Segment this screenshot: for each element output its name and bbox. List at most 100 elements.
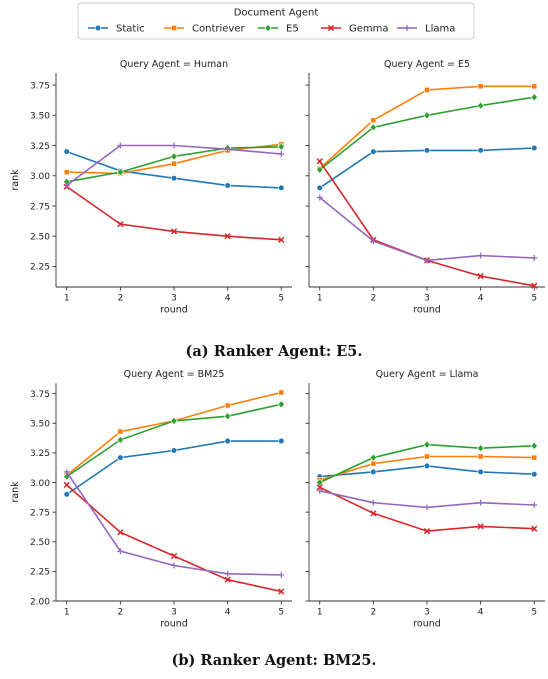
- chart-panel-llama: Query Agent = Llama 1 2 3 4 5 round: [305, 369, 545, 630]
- series-gemma: [63, 183, 285, 243]
- legend-marker-contriever: [171, 25, 177, 31]
- x-tick-label: 2: [117, 294, 123, 304]
- chart-panel-e5: Query Agent = E5 1 2 3 4 5 round: [305, 59, 545, 316]
- x-tick-label: 5: [531, 294, 537, 304]
- data-point-static: [63, 491, 70, 498]
- data-point-static: [531, 471, 538, 478]
- legend-marker-static: [94, 24, 102, 32]
- data-point-e5: [277, 142, 285, 151]
- data-point-contriever: [171, 160, 177, 167]
- y-axis-label: rank: [10, 481, 21, 503]
- series-e5: [316, 440, 538, 487]
- panel-title: Query Agent = E5: [384, 59, 470, 70]
- data-point-e5: [316, 165, 324, 174]
- series-contriever: [63, 389, 285, 479]
- x-tick-label: 3: [171, 294, 177, 304]
- data-point-llama: [316, 487, 323, 494]
- data-point-contriever: [531, 454, 538, 461]
- series-line-e5: [319, 96, 535, 171]
- data-point-e5: [423, 111, 431, 120]
- x-tick-label: 5: [278, 294, 284, 304]
- chart-panel-human: Query Agent = Human 1 2 3 4 5 round 2.25 2.50 2.7…: [10, 59, 292, 316]
- y-tick-label: 2.50: [30, 233, 50, 243]
- x-tick-label: 1: [64, 294, 70, 304]
- data-point-llama: [531, 254, 538, 261]
- data-point-llama: [477, 499, 484, 506]
- x-axis-label: round: [413, 305, 441, 316]
- data-point-contriever: [477, 453, 484, 460]
- data-point-e5: [369, 453, 377, 462]
- series-static: [316, 144, 538, 191]
- data-point-static: [370, 468, 377, 475]
- data-point-static: [278, 437, 285, 445]
- data-point-static: [423, 147, 431, 154]
- data-point-contriever: [224, 402, 231, 409]
- data-point-llama: [63, 182, 70, 189]
- series-llama: [316, 194, 538, 264]
- x-tick-label: 5: [278, 608, 284, 618]
- data-point-llama: [477, 252, 484, 259]
- data-point-gemma: [170, 228, 178, 235]
- x-tick-label: 4: [478, 608, 484, 618]
- caption-b: (b) Ranker Agent: BM25.: [171, 652, 377, 669]
- data-point-llama: [424, 257, 430, 264]
- series-gemma: [316, 158, 538, 289]
- legend-label-contriever: Contriever: [192, 24, 245, 35]
- data-point-static: [477, 147, 484, 154]
- y-tick-label: 3.75: [30, 390, 50, 400]
- legend-item-contriever: Contriever: [164, 24, 245, 35]
- legend-marker-gemma: [327, 24, 335, 32]
- data-point-e5: [116, 435, 124, 444]
- data-point-contriever: [63, 169, 70, 176]
- data-point-static: [477, 468, 484, 475]
- x-axis-label: round: [413, 619, 441, 630]
- y-tick-label: 3.75: [30, 81, 50, 91]
- x-tick-label: 2: [370, 294, 376, 304]
- series-contriever: [316, 453, 538, 484]
- data-point-gemma: [531, 282, 538, 289]
- y-tick-label: 2.25: [30, 568, 50, 578]
- series-line-contriever: [319, 85, 535, 170]
- data-point-gemma: [224, 576, 231, 583]
- legend-frame: [77, 2, 475, 40]
- data-point-gemma: [423, 527, 431, 535]
- legend-marker-e5: [264, 23, 272, 33]
- data-point-gemma: [278, 588, 285, 595]
- series-contriever: [316, 83, 538, 172]
- y-tick-label: 3.00: [30, 479, 50, 489]
- data-point-e5: [369, 123, 377, 132]
- data-point-gemma: [316, 158, 323, 165]
- data-point-contriever: [477, 83, 484, 90]
- data-point-contriever: [370, 117, 377, 124]
- x-tick-label: 3: [171, 608, 177, 618]
- series-llama: [63, 142, 285, 189]
- data-point-gemma: [117, 220, 124, 228]
- data-point-llama: [278, 151, 285, 158]
- data-point-contriever: [424, 87, 430, 93]
- data-point-e5: [530, 441, 538, 450]
- series-line-contriever: [66, 391, 282, 477]
- data-point-llama: [531, 502, 538, 509]
- series-static: [63, 148, 285, 191]
- series-static: [316, 462, 538, 480]
- data-point-e5: [170, 416, 178, 425]
- legend-label-static: Static: [116, 24, 145, 35]
- data-point-gemma: [531, 525, 538, 532]
- x-tick-label: 5: [531, 608, 537, 618]
- data-point-gemma: [63, 481, 70, 489]
- series-e5: [316, 93, 538, 174]
- panel-title: Query Agent = Human: [120, 59, 228, 70]
- data-point-e5: [277, 400, 285, 409]
- x-tick-label: 1: [64, 608, 70, 618]
- series-gemma: [63, 481, 285, 595]
- data-point-static: [423, 462, 431, 470]
- data-point-e5: [116, 168, 124, 177]
- data-point-llama: [171, 562, 177, 569]
- data-point-static: [170, 447, 178, 454]
- y-tick-label: 3.25: [30, 449, 50, 459]
- data-point-gemma: [117, 529, 124, 536]
- data-point-static: [531, 144, 538, 152]
- data-point-e5: [170, 152, 178, 161]
- data-point-contriever: [424, 453, 430, 460]
